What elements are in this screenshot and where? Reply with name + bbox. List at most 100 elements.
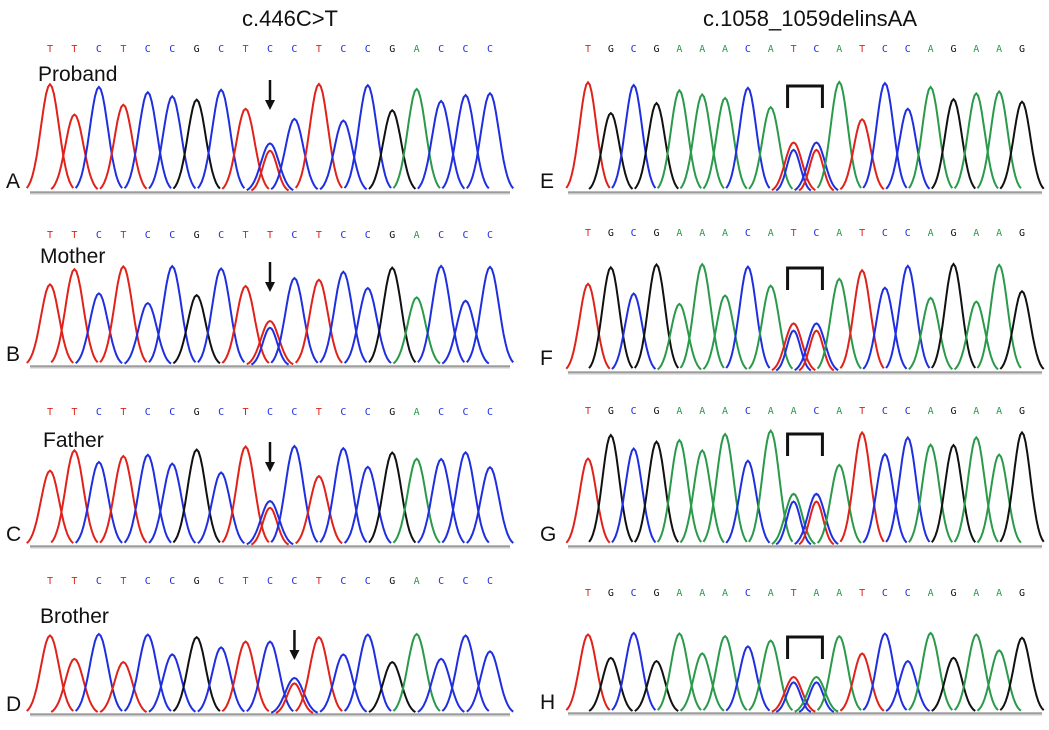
bracket-icon-right-3 — [786, 635, 824, 659]
peak-left-0-13 — [343, 83, 392, 189]
base-letter-right-3-3: G — [654, 588, 660, 599]
peak-right-1-6 — [702, 294, 748, 370]
peak-left-2-4 — [123, 453, 172, 544]
peak-right-0-0 — [565, 80, 611, 189]
base-letter-left-3-17: C — [463, 576, 469, 587]
peak-left-0-15 — [392, 87, 441, 189]
right-column-title: c.1058_1059delinsAA — [702, 6, 918, 31]
peak-left-0-9 — [246, 142, 294, 192]
base-letter-right-2-8: A — [768, 406, 774, 417]
peak-left-3-4 — [123, 633, 172, 712]
peak-right-0-4 — [656, 88, 702, 189]
base-letter-left-1-10: C — [291, 230, 297, 241]
base-letter-left-0-13: C — [365, 44, 371, 55]
peak-left-2-13 — [343, 465, 392, 544]
base-letter-right-1-14: C — [905, 228, 911, 239]
person-label-mother: Mother — [40, 245, 106, 268]
peak-right-1-11 — [816, 277, 862, 370]
base-letter-left-1-9: T — [267, 230, 273, 241]
base-letter-left-0-0: T — [47, 44, 53, 55]
bracket-icon-right-0 — [786, 84, 824, 108]
peak-right-2-4 — [656, 438, 702, 543]
overlay-peak-right-3-10 — [798, 681, 835, 713]
base-letter-left-0-16: C — [438, 44, 444, 55]
peak-left-1-2 — [75, 292, 123, 365]
peak-left-0-7 — [197, 88, 246, 189]
peak-right-2-16 — [930, 443, 977, 543]
base-letter-right-2-6: A — [722, 406, 728, 417]
panel-label-A: A — [6, 170, 21, 193]
base-letter-right-1-17: A — [973, 228, 979, 239]
base-letter-right-2-3: G — [654, 406, 660, 417]
peak-left-2-7 — [197, 471, 246, 545]
base-letter-left-3-18: C — [487, 576, 493, 587]
peak-left-3-6 — [172, 635, 221, 712]
peak-left-3-14 — [368, 660, 416, 713]
overlay-peak-left-0-9 — [250, 149, 290, 192]
base-letter-right-2-2: C — [631, 406, 637, 417]
panel-label-H: H — [540, 691, 556, 714]
peak-right-3-10 — [794, 675, 839, 713]
peak-right-0-16 — [931, 97, 976, 190]
peak-right-3-8 — [748, 639, 794, 712]
base-letter-left-3-10: C — [291, 576, 297, 587]
base-letter-right-0-10: C — [813, 44, 819, 55]
peak-left-0-1 — [50, 113, 99, 190]
peak-right-1-2 — [611, 292, 657, 370]
peak-right-3-0 — [565, 633, 611, 711]
peak-left-2-11 — [295, 474, 343, 545]
base-letter-left-1-13: C — [365, 230, 371, 241]
base-letter-left-1-3: T — [120, 230, 126, 241]
base-letter-right-0-1: G — [608, 44, 614, 55]
overlay-peak-left-3-10 — [275, 682, 314, 714]
peak-left-0-11 — [294, 82, 343, 189]
base-letter-right-0-12: T — [859, 44, 865, 55]
bracket-icon-right-2 — [786, 432, 824, 456]
base-letter-right-0-0: T — [585, 44, 591, 55]
peak-right-3-9 — [771, 675, 816, 713]
base-letter-left-0-11: T — [316, 44, 322, 55]
peak-right-2-9 — [771, 492, 816, 545]
peak-left-2-12 — [319, 446, 368, 544]
base-letter-left-3-11: T — [316, 576, 322, 587]
peak-right-3-4 — [656, 632, 702, 711]
peak-left-2-6 — [172, 448, 221, 544]
peak-right-3-3 — [634, 659, 679, 712]
peak-right-2-3 — [633, 440, 680, 543]
base-letter-left-1-1: T — [71, 230, 77, 241]
peak-right-3-12 — [839, 652, 885, 712]
base-letter-right-3-13: C — [882, 588, 888, 599]
arrow-icon-left-1 — [265, 282, 275, 292]
base-letter-left-3-0: T — [47, 576, 53, 587]
peak-left-2-2 — [74, 460, 123, 544]
base-letter-left-3-13: C — [365, 576, 371, 587]
peak-left-0-18 — [466, 91, 514, 190]
peak-right-2-5 — [679, 448, 725, 544]
peak-left-1-16 — [417, 264, 466, 363]
peak-right-0-1 — [588, 111, 634, 190]
person-label-proband: Proband — [38, 63, 118, 86]
peak-right-0-3 — [634, 101, 679, 190]
base-letter-right-2-17: A — [973, 406, 979, 417]
peak-left-3-13 — [343, 633, 392, 712]
peak-left-0-16 — [417, 99, 466, 190]
base-letter-right-2-18: A — [996, 406, 1002, 417]
peak-right-0-13 — [862, 81, 908, 189]
peak-left-3-5 — [148, 653, 197, 713]
base-letter-right-3-18: A — [996, 588, 1002, 599]
base-letter-right-2-4: A — [676, 406, 682, 417]
base-letter-left-1-0: T — [47, 230, 53, 241]
base-letter-right-0-14: C — [905, 44, 911, 55]
base-letter-right-3-19: G — [1019, 588, 1025, 599]
peak-right-1-3 — [633, 262, 680, 369]
base-letter-right-3-5: A — [699, 588, 705, 599]
base-letter-right-3-15: A — [928, 588, 934, 599]
arrow-icon-left-2 — [265, 462, 275, 472]
base-letter-right-1-16: G — [950, 228, 956, 239]
peak-left-3-2 — [74, 632, 123, 712]
peak-right-3-14 — [885, 659, 931, 712]
peak-right-2-8 — [748, 428, 794, 543]
base-letter-right-2-0: T — [585, 406, 591, 417]
peak-right-0-7 — [725, 86, 771, 189]
peak-right-0-2 — [611, 83, 657, 189]
